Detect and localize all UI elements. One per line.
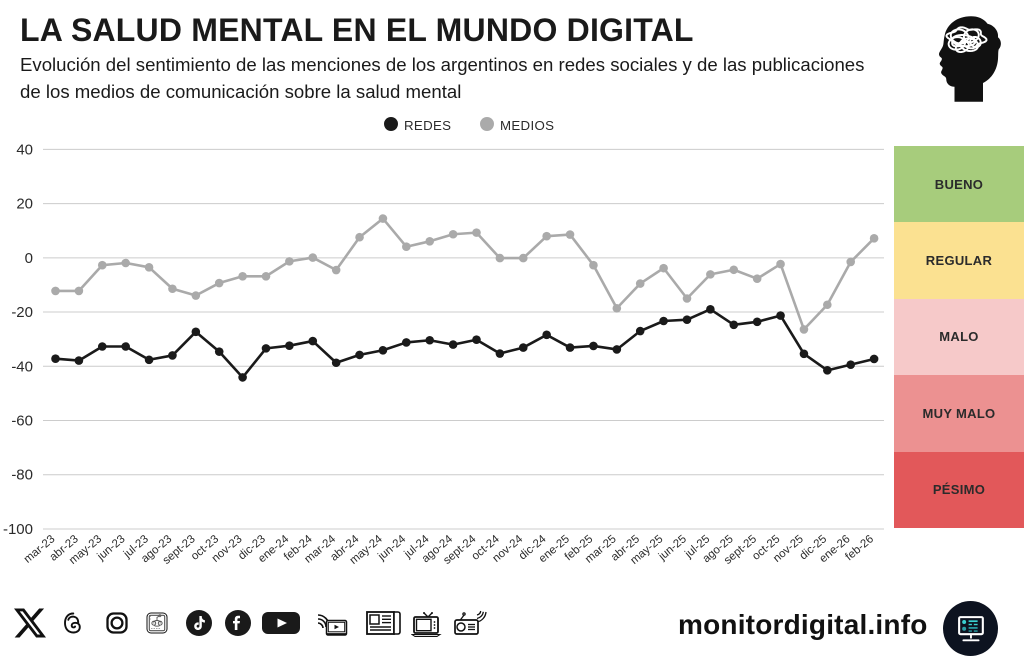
svg-text:0: 0: [25, 250, 33, 267]
svg-text:-100: -100: [3, 521, 33, 538]
svg-text:-60: -60: [11, 413, 33, 430]
svg-text:-40: -40: [11, 358, 33, 375]
svg-text:40: 40: [16, 141, 33, 158]
svg-text:20: 20: [16, 196, 33, 213]
svg-text:-80: -80: [11, 467, 33, 484]
svg-text:-20: -20: [11, 304, 33, 321]
